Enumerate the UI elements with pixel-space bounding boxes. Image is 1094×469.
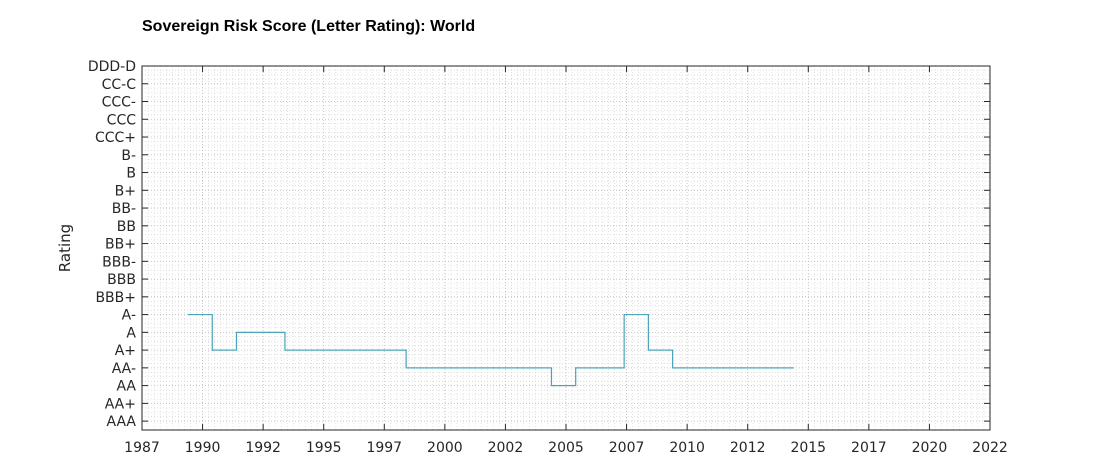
x-tick-label: 1987 bbox=[124, 440, 160, 456]
x-tick-label: 2022 bbox=[972, 440, 1008, 456]
x-tick-label: 2002 bbox=[488, 440, 524, 456]
x-tick-label: 2007 bbox=[609, 440, 645, 456]
y-tick-label: CCC- bbox=[102, 95, 136, 111]
grid bbox=[141, 65, 991, 430]
y-tick-label: BBB+ bbox=[95, 290, 136, 306]
series-line bbox=[188, 313, 794, 387]
y-tick-label: AA+ bbox=[105, 396, 136, 412]
x-tick-label: 2015 bbox=[790, 440, 826, 456]
y-tick-label: A bbox=[126, 325, 136, 341]
y-axis-label: Rating bbox=[56, 224, 74, 272]
y-tick-label: B- bbox=[121, 148, 136, 164]
y-tick-label: BB- bbox=[112, 201, 136, 217]
y-tick-label: A+ bbox=[115, 343, 136, 359]
y-tick-label: CCC bbox=[107, 112, 137, 128]
x-tick-label: 1992 bbox=[245, 440, 281, 456]
x-tick-label: 2012 bbox=[730, 440, 766, 456]
y-tick-label: B bbox=[126, 166, 136, 182]
y-tick-label: BB bbox=[117, 219, 136, 235]
y-tick-label: A- bbox=[122, 308, 136, 324]
x-tick-label: 1990 bbox=[185, 440, 221, 456]
y-tick-label: BB+ bbox=[105, 237, 136, 253]
y-tick-label: AA- bbox=[112, 361, 136, 377]
y-tick-label: AA bbox=[116, 379, 136, 395]
x-tick-label: 2005 bbox=[548, 440, 584, 456]
y-tick-label: B+ bbox=[115, 183, 136, 199]
y-tick-label: CC-C bbox=[102, 77, 137, 93]
x-tick-label: 1997 bbox=[366, 440, 402, 456]
x-tick-label: 2000 bbox=[427, 440, 463, 456]
y-tick-label: DDD-D bbox=[88, 59, 136, 75]
chart-title: Sovereign Risk Score (Letter Rating): Wo… bbox=[142, 18, 475, 35]
x-tick-label: 1995 bbox=[306, 440, 342, 456]
x-tick-label: 2020 bbox=[912, 440, 948, 456]
series-layer bbox=[188, 313, 794, 387]
y-tick-label: BBB- bbox=[102, 254, 136, 270]
y-tick-label: AAA bbox=[106, 414, 136, 430]
x-tick-label: 2010 bbox=[669, 440, 705, 456]
y-tick-label: CCC+ bbox=[95, 130, 136, 146]
x-tick-label: 2017 bbox=[851, 440, 887, 456]
y-tick-label: BBB bbox=[107, 272, 136, 288]
axes: AAAAA+AAAA-A+AA-BBB+BBBBBB-BB+BBBB-B+BB-… bbox=[88, 59, 1008, 456]
